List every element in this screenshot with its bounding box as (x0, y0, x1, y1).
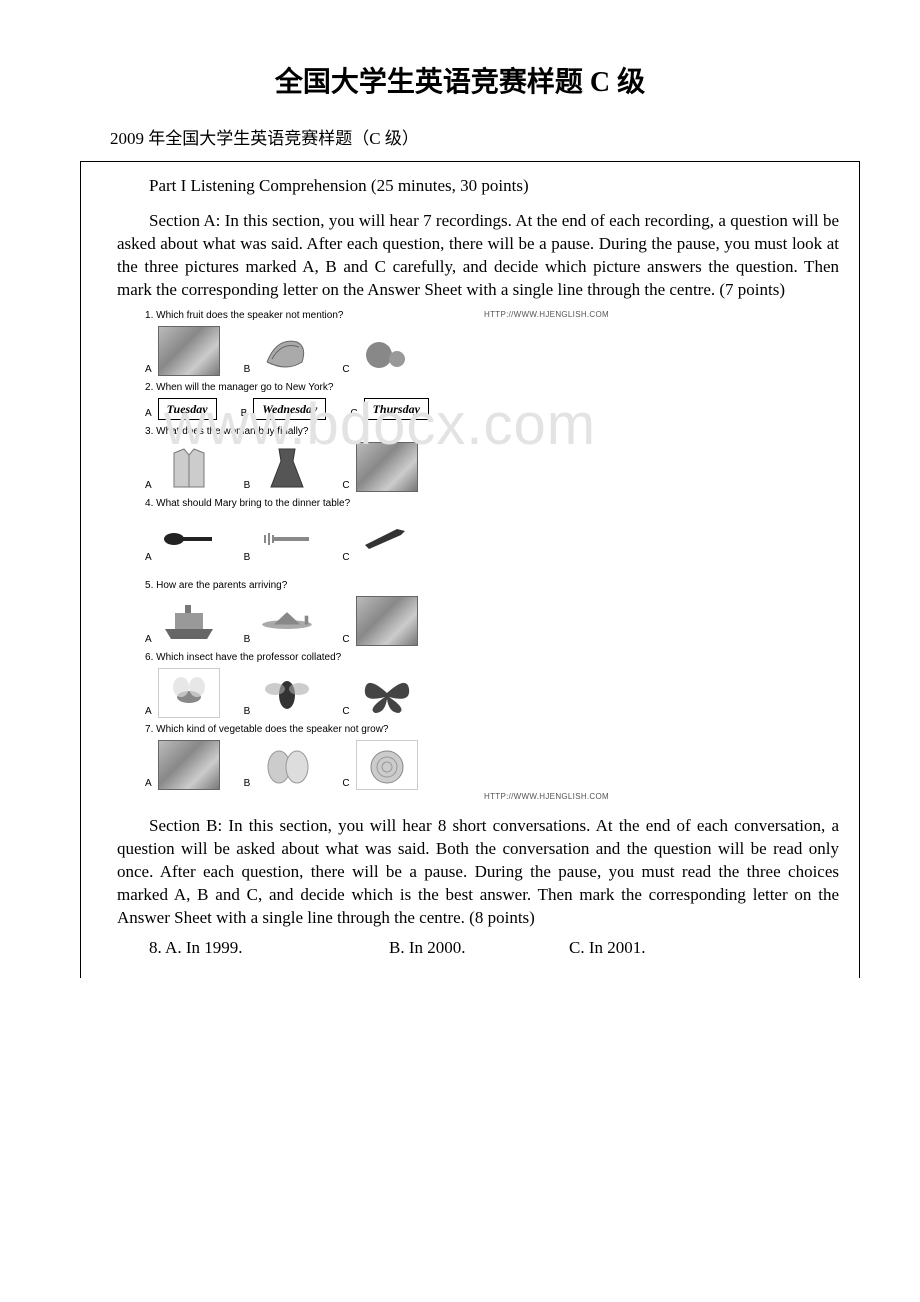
questions-area: 1. Which fruit does the speaker not ment… (145, 310, 615, 802)
q5-opt-c: C (342, 596, 417, 646)
question-3-text: 3. What does the woman buy finally? (145, 426, 615, 438)
wednesday-box: Wednesday (253, 398, 326, 420)
q5-opt-a: A (145, 596, 220, 646)
q3-opt-a: A (145, 442, 220, 492)
bee-icon (158, 668, 220, 718)
q7-opt-b: B (244, 740, 319, 790)
question-2: 2. When will the manager go to New York?… (145, 382, 615, 420)
question-1: 1. Which fruit does the speaker not ment… (145, 310, 615, 376)
q6-opt-b: B (244, 668, 319, 718)
page-title: 全国大学生英语竞赛样题 C 级 (50, 60, 870, 100)
coat-icon (356, 442, 418, 492)
q8-b: B. In 2000. (357, 938, 537, 958)
butterfly-icon (356, 668, 418, 718)
q7-opt-a: A (145, 740, 220, 790)
subtitle: 2009 年全国大学生英语竞赛样题（C 级） (110, 124, 870, 149)
fly-icon (256, 668, 318, 718)
q2-opt-b: BWednesday (241, 398, 327, 420)
question-2-text: 2. When will the manager go to New York? (145, 382, 615, 394)
question-3: 3. What does the woman buy finally? A B … (145, 426, 615, 492)
question-6: 6. Which insect have the professor colla… (145, 652, 615, 718)
thursday-box: Thursday (364, 398, 429, 420)
question-7-text: 7. Which kind of vegetable does the spea… (145, 724, 615, 736)
content-box: Part I Listening Comprehension (25 minut… (80, 161, 860, 978)
q1-opt-c: C (342, 326, 417, 376)
onion-icon (356, 740, 418, 790)
q4-opt-b: B (244, 514, 319, 564)
q4-opt-c: C (342, 514, 417, 564)
q5-opt-b: B (244, 596, 319, 646)
apples-icon (356, 326, 418, 376)
dress-icon (256, 442, 318, 492)
q4-opt-a: A (145, 514, 220, 564)
q6-opt-a: A (145, 668, 220, 718)
watermark-small-top: HTTP://WWW.HJENGLISH.COM (484, 310, 615, 324)
q3-opt-b: B (244, 442, 319, 492)
question-8: 8. A. In 1999. B. In 2000. C. In 2001. (117, 938, 839, 958)
tomatoes-icon (158, 740, 220, 790)
question-5-text: 5. How are the parents arriving? (145, 580, 615, 592)
bananas-icon (256, 326, 318, 376)
ship-icon (158, 596, 220, 646)
spoon-icon (158, 514, 220, 564)
section-b-text: Section B: In this section, you will hea… (117, 815, 839, 930)
q1-opt-a: A (145, 326, 220, 376)
section-a-text: Section A: In this section, you will hea… (117, 210, 839, 302)
question-5: 5. How are the parents arriving? A B C (145, 580, 615, 646)
train-icon (356, 596, 418, 646)
q3-opt-c: C (342, 442, 417, 492)
plane-icon (256, 596, 318, 646)
question-7: 7. Which kind of vegetable does the spea… (145, 724, 615, 802)
question-4: 4. What should Mary bring to the dinner … (145, 498, 615, 564)
tuesday-box: Tuesday (158, 398, 217, 420)
question-6-text: 6. Which insect have the professor colla… (145, 652, 615, 664)
potatoes-icon (256, 740, 318, 790)
q2-opt-c: CThursday (350, 398, 429, 420)
knife-icon (356, 514, 418, 564)
fork-icon (256, 514, 318, 564)
q7-opt-c: C (342, 740, 417, 790)
shirt-icon (158, 442, 220, 492)
watermark-small-bottom: HTTP://WWW.HJENGLISH.COM (145, 792, 615, 802)
q8-c: C. In 2001. (537, 938, 646, 958)
q6-opt-c: C (342, 668, 417, 718)
question-1-text: 1. Which fruit does the speaker not ment… (145, 310, 343, 322)
q1-opt-b: B (244, 326, 319, 376)
part-heading: Part I Listening Comprehension (25 minut… (117, 176, 839, 196)
q2-opt-a: ATuesday (145, 398, 217, 420)
q8-a: 8. A. In 1999. (117, 938, 357, 958)
grapes-icon (158, 326, 220, 376)
question-4-text: 4. What should Mary bring to the dinner … (145, 498, 615, 510)
